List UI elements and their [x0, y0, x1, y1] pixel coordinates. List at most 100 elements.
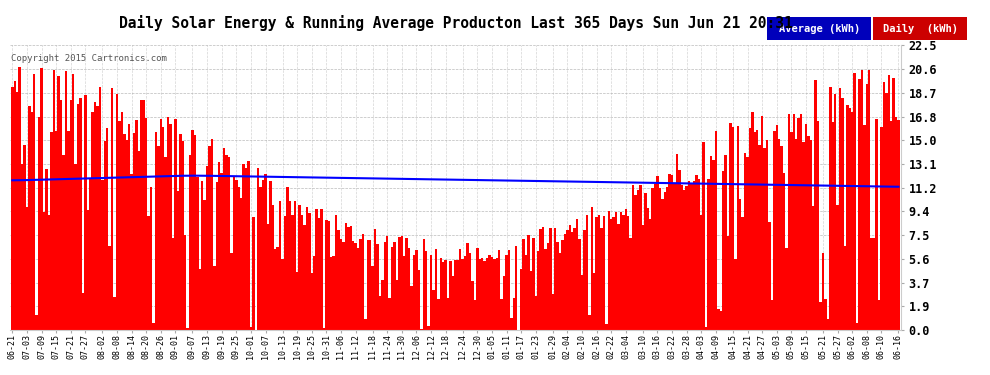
Bar	[77, 104, 79, 330]
Bar	[651, 188, 653, 330]
Bar	[540, 230, 542, 330]
Bar	[748, 128, 751, 330]
Bar	[566, 230, 568, 330]
Bar	[885, 93, 887, 330]
Bar	[683, 190, 685, 330]
Bar	[28, 106, 31, 330]
Bar	[637, 190, 640, 330]
Bar	[279, 201, 281, 330]
Bar	[788, 114, 790, 330]
Bar	[451, 276, 454, 330]
Bar	[640, 184, 642, 330]
Bar	[179, 134, 181, 330]
Bar	[313, 256, 316, 330]
Bar	[328, 221, 330, 330]
Bar	[433, 290, 435, 330]
Bar	[727, 237, 730, 330]
Bar	[59, 100, 62, 330]
Bar	[473, 300, 476, 330]
Bar	[870, 238, 873, 330]
Bar	[863, 124, 865, 330]
Bar	[449, 261, 451, 330]
Bar	[549, 228, 551, 330]
Bar	[842, 98, 843, 330]
Bar	[428, 326, 430, 330]
Bar	[446, 298, 449, 330]
Bar	[203, 200, 206, 330]
Text: Copyright 2015 Cartronics.com: Copyright 2015 Cartronics.com	[11, 54, 166, 63]
Bar	[96, 106, 99, 330]
Bar	[658, 188, 661, 330]
Bar	[371, 266, 374, 330]
Bar	[84, 95, 86, 330]
Bar	[483, 261, 486, 330]
Bar	[406, 238, 408, 330]
Bar	[895, 117, 897, 330]
Bar	[703, 142, 705, 330]
Bar	[848, 108, 851, 330]
Bar	[530, 272, 532, 330]
Bar	[559, 253, 561, 330]
Bar	[800, 114, 802, 330]
Bar	[810, 140, 812, 330]
Bar	[316, 209, 318, 330]
Bar	[546, 243, 549, 330]
Bar	[86, 210, 89, 330]
Bar	[33, 74, 36, 330]
Bar	[72, 74, 74, 330]
Bar	[308, 213, 311, 330]
Bar	[435, 249, 438, 330]
Bar	[807, 136, 810, 330]
Bar	[31, 112, 33, 330]
Bar	[303, 225, 306, 330]
Bar	[411, 286, 413, 330]
Bar	[603, 216, 605, 330]
Bar	[459, 249, 461, 330]
Bar	[338, 230, 340, 330]
Bar	[887, 75, 890, 330]
Bar	[605, 324, 608, 330]
Bar	[735, 260, 737, 330]
Bar	[588, 315, 590, 330]
Bar	[157, 146, 159, 330]
Bar	[554, 228, 556, 330]
Bar	[67, 131, 69, 330]
Bar	[351, 240, 354, 330]
Bar	[496, 258, 498, 330]
Bar	[590, 207, 593, 330]
Bar	[897, 120, 900, 330]
Bar	[890, 122, 892, 330]
Bar	[354, 243, 356, 330]
Bar	[503, 276, 505, 330]
Bar	[262, 180, 264, 330]
Bar	[361, 234, 364, 330]
Bar	[595, 217, 598, 330]
Bar	[359, 239, 361, 330]
Bar	[21, 165, 24, 330]
Bar	[632, 185, 635, 330]
Bar	[64, 71, 67, 330]
Bar	[598, 215, 600, 330]
Bar	[778, 140, 780, 330]
Bar	[720, 311, 722, 330]
Bar	[162, 127, 164, 330]
Bar	[832, 122, 834, 330]
Bar	[111, 88, 114, 330]
Bar	[542, 227, 545, 330]
Bar	[758, 145, 761, 330]
Bar	[556, 242, 559, 330]
Bar	[666, 187, 668, 330]
Bar	[851, 112, 853, 330]
Bar	[513, 298, 515, 330]
Bar	[159, 119, 162, 330]
Bar	[266, 224, 269, 330]
Bar	[298, 205, 301, 330]
Bar	[101, 180, 104, 330]
Bar	[245, 168, 248, 330]
Bar	[466, 243, 469, 330]
Bar	[500, 299, 503, 330]
Bar	[442, 261, 445, 330]
Bar	[860, 70, 863, 330]
Bar	[875, 120, 878, 330]
Bar	[271, 205, 274, 330]
